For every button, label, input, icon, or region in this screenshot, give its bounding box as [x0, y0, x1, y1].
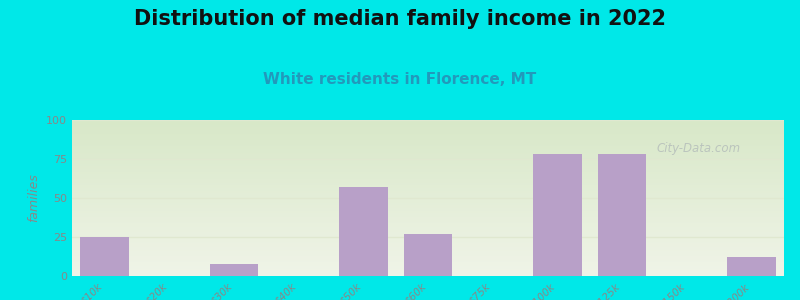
Bar: [533, 154, 582, 276]
Bar: [598, 154, 646, 276]
Bar: [727, 257, 776, 276]
Text: Distribution of median family income in 2022: Distribution of median family income in …: [134, 9, 666, 29]
Bar: [404, 234, 452, 276]
Bar: [80, 237, 129, 276]
Text: City-Data.com: City-Data.com: [657, 142, 741, 154]
Bar: [210, 263, 258, 276]
Text: White residents in Florence, MT: White residents in Florence, MT: [263, 72, 537, 87]
Y-axis label: families: families: [27, 174, 41, 222]
Bar: [339, 187, 387, 276]
